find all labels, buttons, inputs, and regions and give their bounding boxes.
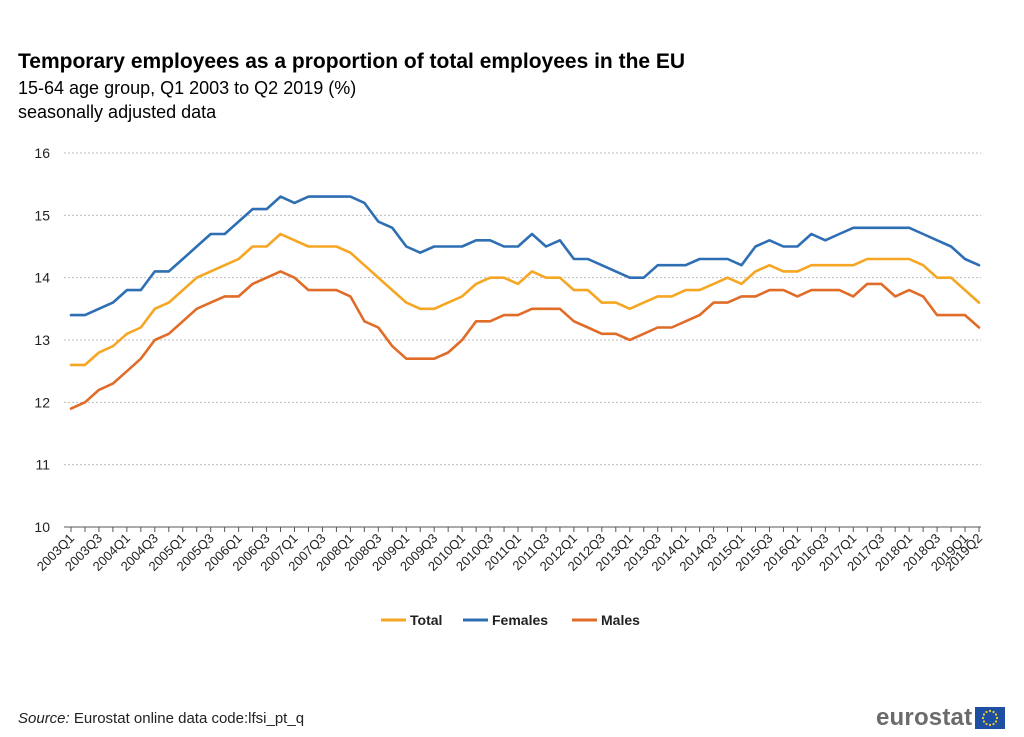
source-text: Eurostat online data code:lfsi_pt_q — [73, 710, 305, 727]
series-line-females — [69, 195, 981, 317]
series-line-total — [69, 232, 981, 367]
legend-label: Males — [601, 612, 640, 628]
legend-label: Females — [492, 612, 548, 628]
y-axis-tick-labels: 10 11 12 13 14 15 16 — [34, 145, 50, 535]
series-line-males — [69, 270, 981, 410]
y-tick-label: 14 — [34, 270, 50, 286]
data-series — [69, 195, 981, 410]
y-tick-label: 10 — [34, 519, 50, 535]
legend: Total Females Males — [381, 612, 640, 628]
chart-subtitle: 15-64 age group, Q1 2003 to Q2 2019 (%) — [18, 78, 357, 98]
source-note: Source: Eurostat online data code:lfsi_p… — [18, 710, 304, 727]
line-chart: 10 11 12 13 14 15 16 2003Q12003Q32004Q12004Q32… — [34, 145, 985, 628]
y-tick-label: 15 — [34, 207, 50, 223]
x-axis: 2003Q12003Q32004Q12004Q32005Q12005Q32006… — [34, 526, 985, 574]
y-tick-label: 12 — [34, 394, 50, 410]
y-tick-label: 13 — [34, 332, 50, 348]
y-tick-label: 16 — [34, 145, 50, 161]
eu-flag-icon — [975, 707, 1006, 729]
gridlines — [64, 152, 981, 466]
source-label: Source: — [18, 710, 70, 727]
y-tick-label: 11 — [35, 457, 50, 473]
eurostat-logo: eurostat — [876, 703, 1006, 733]
legend-label: Total — [410, 612, 442, 628]
logo-text: eurostat — [876, 704, 973, 731]
chart-subtitle-note: seasonally adjusted data — [18, 102, 217, 122]
chart-title: Temporary employees as a proportion of t… — [18, 50, 686, 73]
